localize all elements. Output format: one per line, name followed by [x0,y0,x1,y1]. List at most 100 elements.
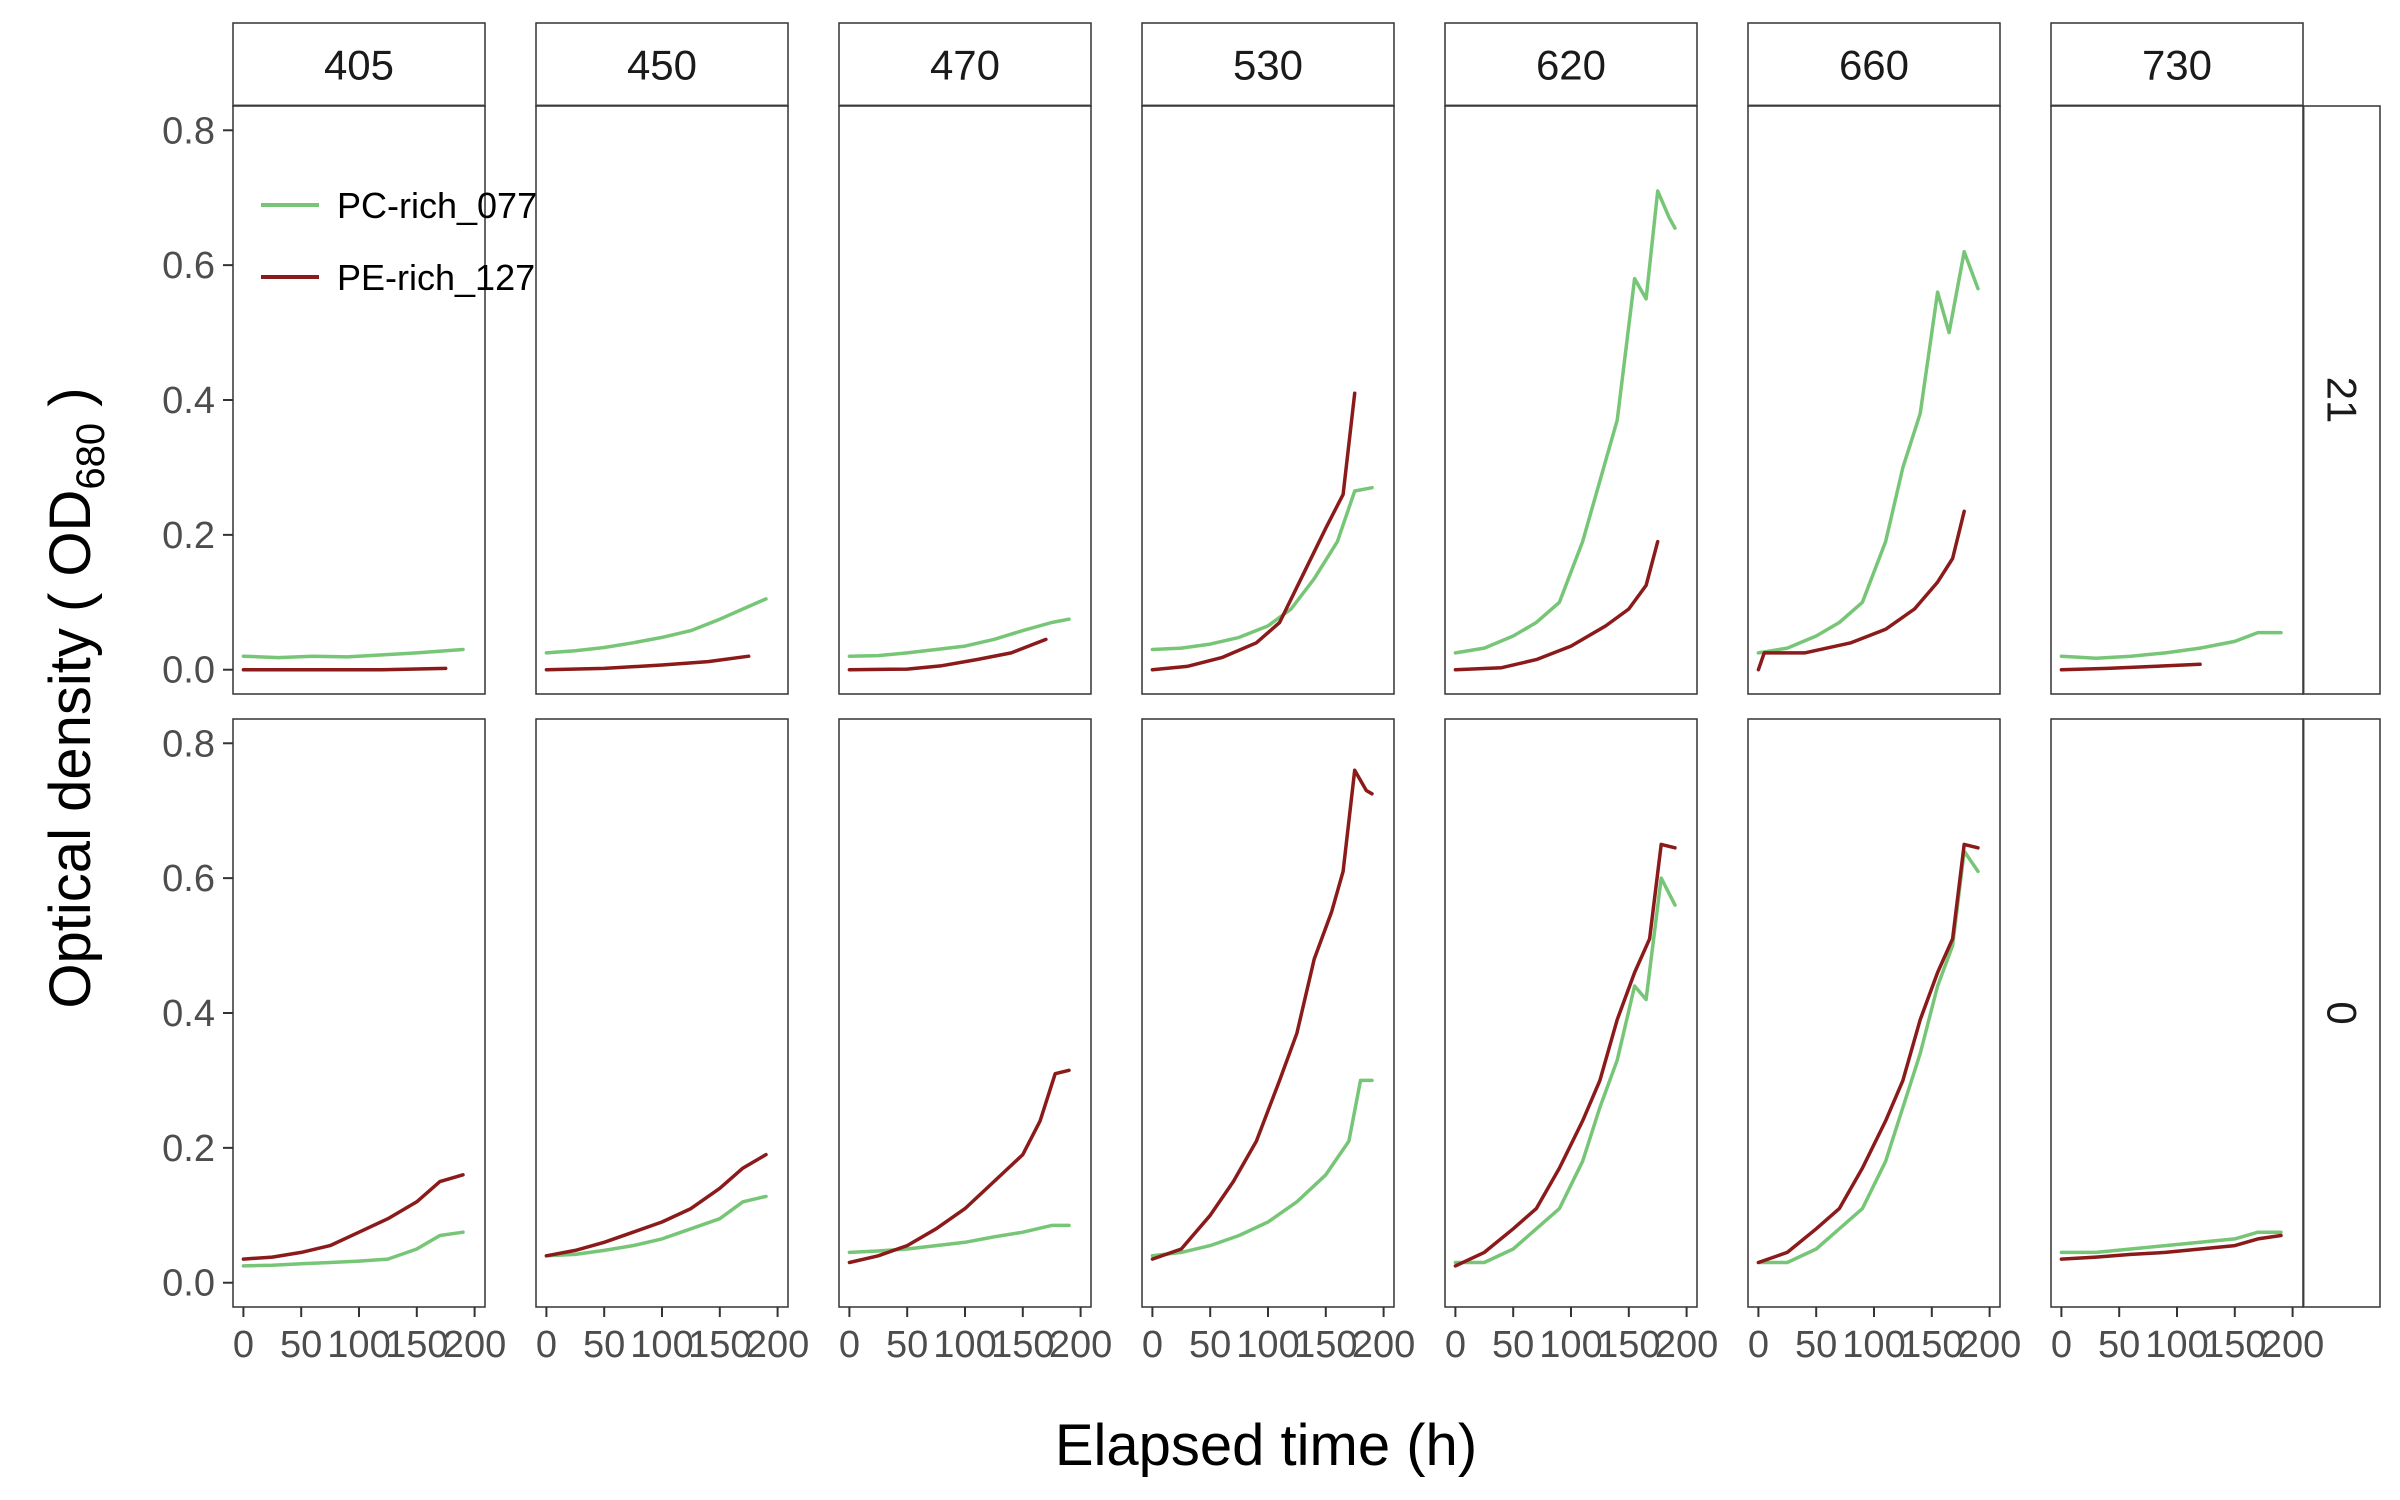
x-tick-label: 100 [1236,1324,1299,1366]
series-line-PC-rich_077 [2059,630,2283,661]
column-strip-label: 660 [1839,42,1909,89]
legend: PC-rich_077 PE-rich_127 [261,185,537,298]
y-tick-label: 0.8 [162,723,215,765]
series-line-PC-rich_077 [847,1223,1071,1255]
panel-border [2050,105,2304,695]
x-tick-label: 100 [1842,1324,1905,1366]
y-tick-label: 0.2 [162,1128,215,1170]
x-tick-label: 150 [2203,1324,2266,1366]
panel-21-530 [1141,105,1395,695]
y-tick-label: 0.6 [162,858,215,900]
x-tick-label: 50 [1492,1324,1534,1366]
y-axis-title-subscript: 680 [69,423,113,490]
series-line-PE-rich_127 [241,1173,465,1261]
y-tick-label: 0.0 [162,650,215,692]
column-strip-label: 530 [1233,42,1303,89]
x-tick-label: 0 [2051,1324,2072,1366]
x-tick-label: 50 [583,1324,625,1366]
y-tick-label: 0.8 [162,110,215,152]
x-tick-label: 0 [1142,1324,1163,1366]
column-strip-450 [535,22,789,107]
series-line-PE-rich_127 [1756,842,1980,1265]
column-strip-label: 730 [2142,42,2212,89]
y-tick-label: 0.4 [162,380,215,422]
series-line-PC-rich_077 [1756,249,1980,655]
series-line-PC-rich_077 [2059,1230,2283,1255]
row-strip-21 [2302,105,2381,695]
series-line-PE-rich_127 [2059,1233,2283,1261]
column-strip-620 [1444,22,1698,107]
x-tick-label: 150 [1294,1324,1357,1366]
panel-21-730 [2050,105,2304,695]
series-line-PC-rich_077 [1453,189,1677,655]
column-strip-730 [2050,22,2304,107]
column-strip-470 [838,22,1092,107]
series-line-PE-rich_127 [2059,662,2202,672]
y-axis-title-end: ) [38,387,103,422]
column-strip-label: 450 [627,42,697,89]
series-line-PC-rich_077 [847,617,1071,658]
x-tick-label: 50 [280,1324,322,1366]
x-axis-title: Elapsed time (h) [1055,1413,1477,1478]
y-tick-label: 0.0 [162,1263,215,1305]
panel-border [1747,718,2001,1308]
x-tick-label: 50 [1795,1324,1837,1366]
x-tick-label: 0 [233,1324,254,1366]
x-tick-label: 200 [1049,1324,1112,1366]
x-tick-label: 50 [886,1324,928,1366]
legend-label-PE-rich_127: PE-rich_127 [337,257,535,298]
series-line-PE-rich_127 [847,1068,1071,1265]
series-line-PE-rich_127 [847,637,1048,672]
y-tick-label: 0.4 [162,993,215,1035]
panel-border [838,105,1092,695]
x-tick-label: 100 [933,1324,996,1366]
x-tick-label: 0 [1445,1324,1466,1366]
column-strip-660 [1747,22,2001,107]
panel-0-405 [232,718,486,1308]
column-strip-530 [1141,22,1395,107]
series-line-PC-rich_077 [241,647,465,660]
x-tick-label: 150 [1597,1324,1660,1366]
series-line-PE-rich_127 [544,654,751,672]
column-strip-label: 470 [930,42,1000,89]
panel-border [1141,105,1395,695]
y-axis-title: Optical density ( OD680 ) [38,387,113,1008]
x-tick-label: 150 [1900,1324,1963,1366]
series-line-PC-rich_077 [1150,485,1374,652]
panel-0-470 [838,718,1092,1308]
panel-21-660 [1747,105,2001,695]
x-tick-label: 0 [1748,1324,1769,1366]
x-tick-label: 100 [1539,1324,1602,1366]
row-strip-label: 21 [2319,377,2366,424]
panels: 405 450 470 530 620 660 730 21 0 0.0 0.2 0.4 0.6 0.8 0… [162,22,2381,1366]
x-tick-label: 200 [443,1324,506,1366]
panel-21-450 [535,105,789,695]
x-tick-label: 0 [536,1324,557,1366]
series-line-PE-rich_127 [1150,391,1357,672]
panel-border [1141,718,1395,1308]
series-line-PE-rich_127 [1453,842,1677,1268]
panel-border [232,718,486,1308]
panel-0-660 [1747,718,2001,1308]
y-tick-label: 0.6 [162,245,215,287]
x-tick-label: 100 [2145,1324,2208,1366]
series-line-PE-rich_127 [544,1152,768,1258]
x-tick-label: 200 [1958,1324,2021,1366]
panel-border [1747,105,2001,695]
x-tick-label: 100 [630,1324,693,1366]
panel-0-530 [1141,718,1395,1308]
series-line-PC-rich_077 [544,1194,768,1258]
panel-border [2050,718,2304,1308]
column-strip-label: 405 [324,42,394,89]
x-tick-label: 150 [385,1324,448,1366]
series-line-PE-rich_127 [1756,509,1966,672]
x-tick-label: 150 [688,1324,751,1366]
x-tick-label: 50 [2098,1324,2140,1366]
panel-0-620 [1444,718,1698,1308]
series-line-PC-rich_077 [1150,1078,1374,1258]
row-strip-label: 0 [2319,1001,2366,1024]
panel-0-450 [535,718,789,1308]
x-tick-label: 200 [2261,1324,2324,1366]
x-tick-label: 200 [1655,1324,1718,1366]
